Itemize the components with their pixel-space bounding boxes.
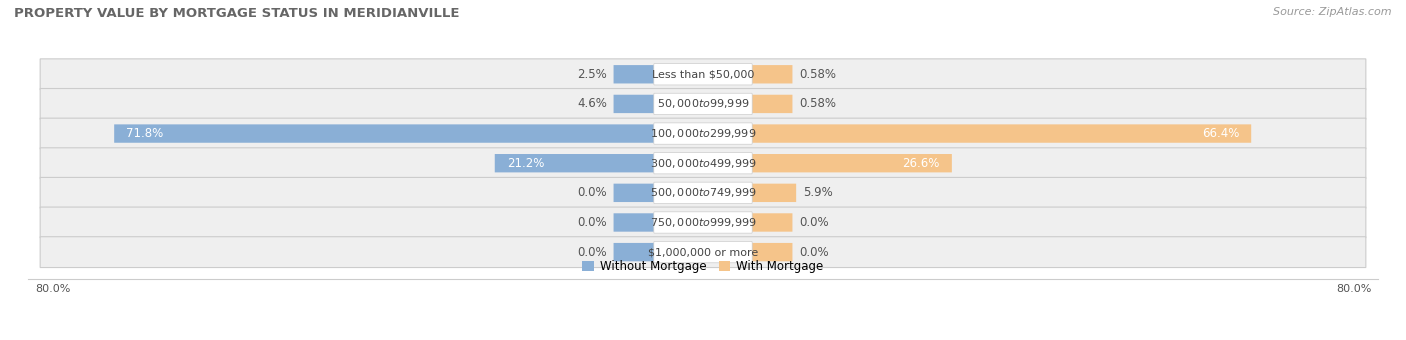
Text: $50,000 to $99,999: $50,000 to $99,999 (657, 98, 749, 111)
FancyBboxPatch shape (41, 148, 1365, 178)
Text: 0.58%: 0.58% (799, 68, 837, 81)
FancyBboxPatch shape (41, 177, 1365, 208)
FancyBboxPatch shape (752, 184, 796, 202)
Text: PROPERTY VALUE BY MORTGAGE STATUS IN MERIDIANVILLE: PROPERTY VALUE BY MORTGAGE STATUS IN MER… (14, 7, 460, 20)
Text: $750,000 to $999,999: $750,000 to $999,999 (650, 216, 756, 229)
Text: $100,000 to $299,999: $100,000 to $299,999 (650, 127, 756, 140)
Text: Source: ZipAtlas.com: Source: ZipAtlas.com (1274, 7, 1392, 17)
FancyBboxPatch shape (613, 213, 654, 232)
FancyBboxPatch shape (114, 124, 654, 143)
FancyBboxPatch shape (613, 184, 654, 202)
Text: 5.9%: 5.9% (803, 186, 832, 199)
FancyBboxPatch shape (41, 88, 1365, 119)
FancyBboxPatch shape (654, 212, 752, 233)
FancyBboxPatch shape (752, 124, 1251, 143)
FancyBboxPatch shape (654, 93, 752, 115)
FancyBboxPatch shape (613, 65, 654, 83)
Text: 21.2%: 21.2% (508, 157, 544, 170)
FancyBboxPatch shape (752, 243, 793, 261)
FancyBboxPatch shape (41, 207, 1365, 238)
Text: 0.0%: 0.0% (578, 216, 607, 229)
FancyBboxPatch shape (654, 64, 752, 85)
Text: 0.0%: 0.0% (578, 186, 607, 199)
Text: 0.0%: 0.0% (578, 245, 607, 259)
FancyBboxPatch shape (495, 154, 654, 172)
FancyBboxPatch shape (654, 241, 752, 263)
Text: 71.8%: 71.8% (127, 127, 163, 140)
FancyBboxPatch shape (654, 182, 752, 204)
Text: 66.4%: 66.4% (1202, 127, 1239, 140)
Text: 0.58%: 0.58% (799, 98, 837, 111)
FancyBboxPatch shape (613, 243, 654, 261)
FancyBboxPatch shape (654, 153, 752, 174)
Text: 2.5%: 2.5% (578, 68, 607, 81)
Text: $1,000,000 or more: $1,000,000 or more (648, 247, 758, 257)
Text: 4.6%: 4.6% (578, 98, 607, 111)
FancyBboxPatch shape (613, 95, 654, 113)
Legend: Without Mortgage, With Mortgage: Without Mortgage, With Mortgage (578, 255, 828, 277)
Text: $500,000 to $749,999: $500,000 to $749,999 (650, 186, 756, 199)
FancyBboxPatch shape (752, 213, 793, 232)
FancyBboxPatch shape (752, 154, 952, 172)
FancyBboxPatch shape (41, 118, 1365, 149)
FancyBboxPatch shape (41, 237, 1365, 268)
FancyBboxPatch shape (752, 65, 793, 83)
Text: Less than $50,000: Less than $50,000 (652, 69, 754, 79)
FancyBboxPatch shape (752, 95, 793, 113)
Text: 0.0%: 0.0% (799, 245, 828, 259)
Text: $300,000 to $499,999: $300,000 to $499,999 (650, 157, 756, 170)
Text: 0.0%: 0.0% (799, 216, 828, 229)
Text: 26.6%: 26.6% (903, 157, 939, 170)
FancyBboxPatch shape (654, 123, 752, 144)
FancyBboxPatch shape (41, 59, 1365, 90)
